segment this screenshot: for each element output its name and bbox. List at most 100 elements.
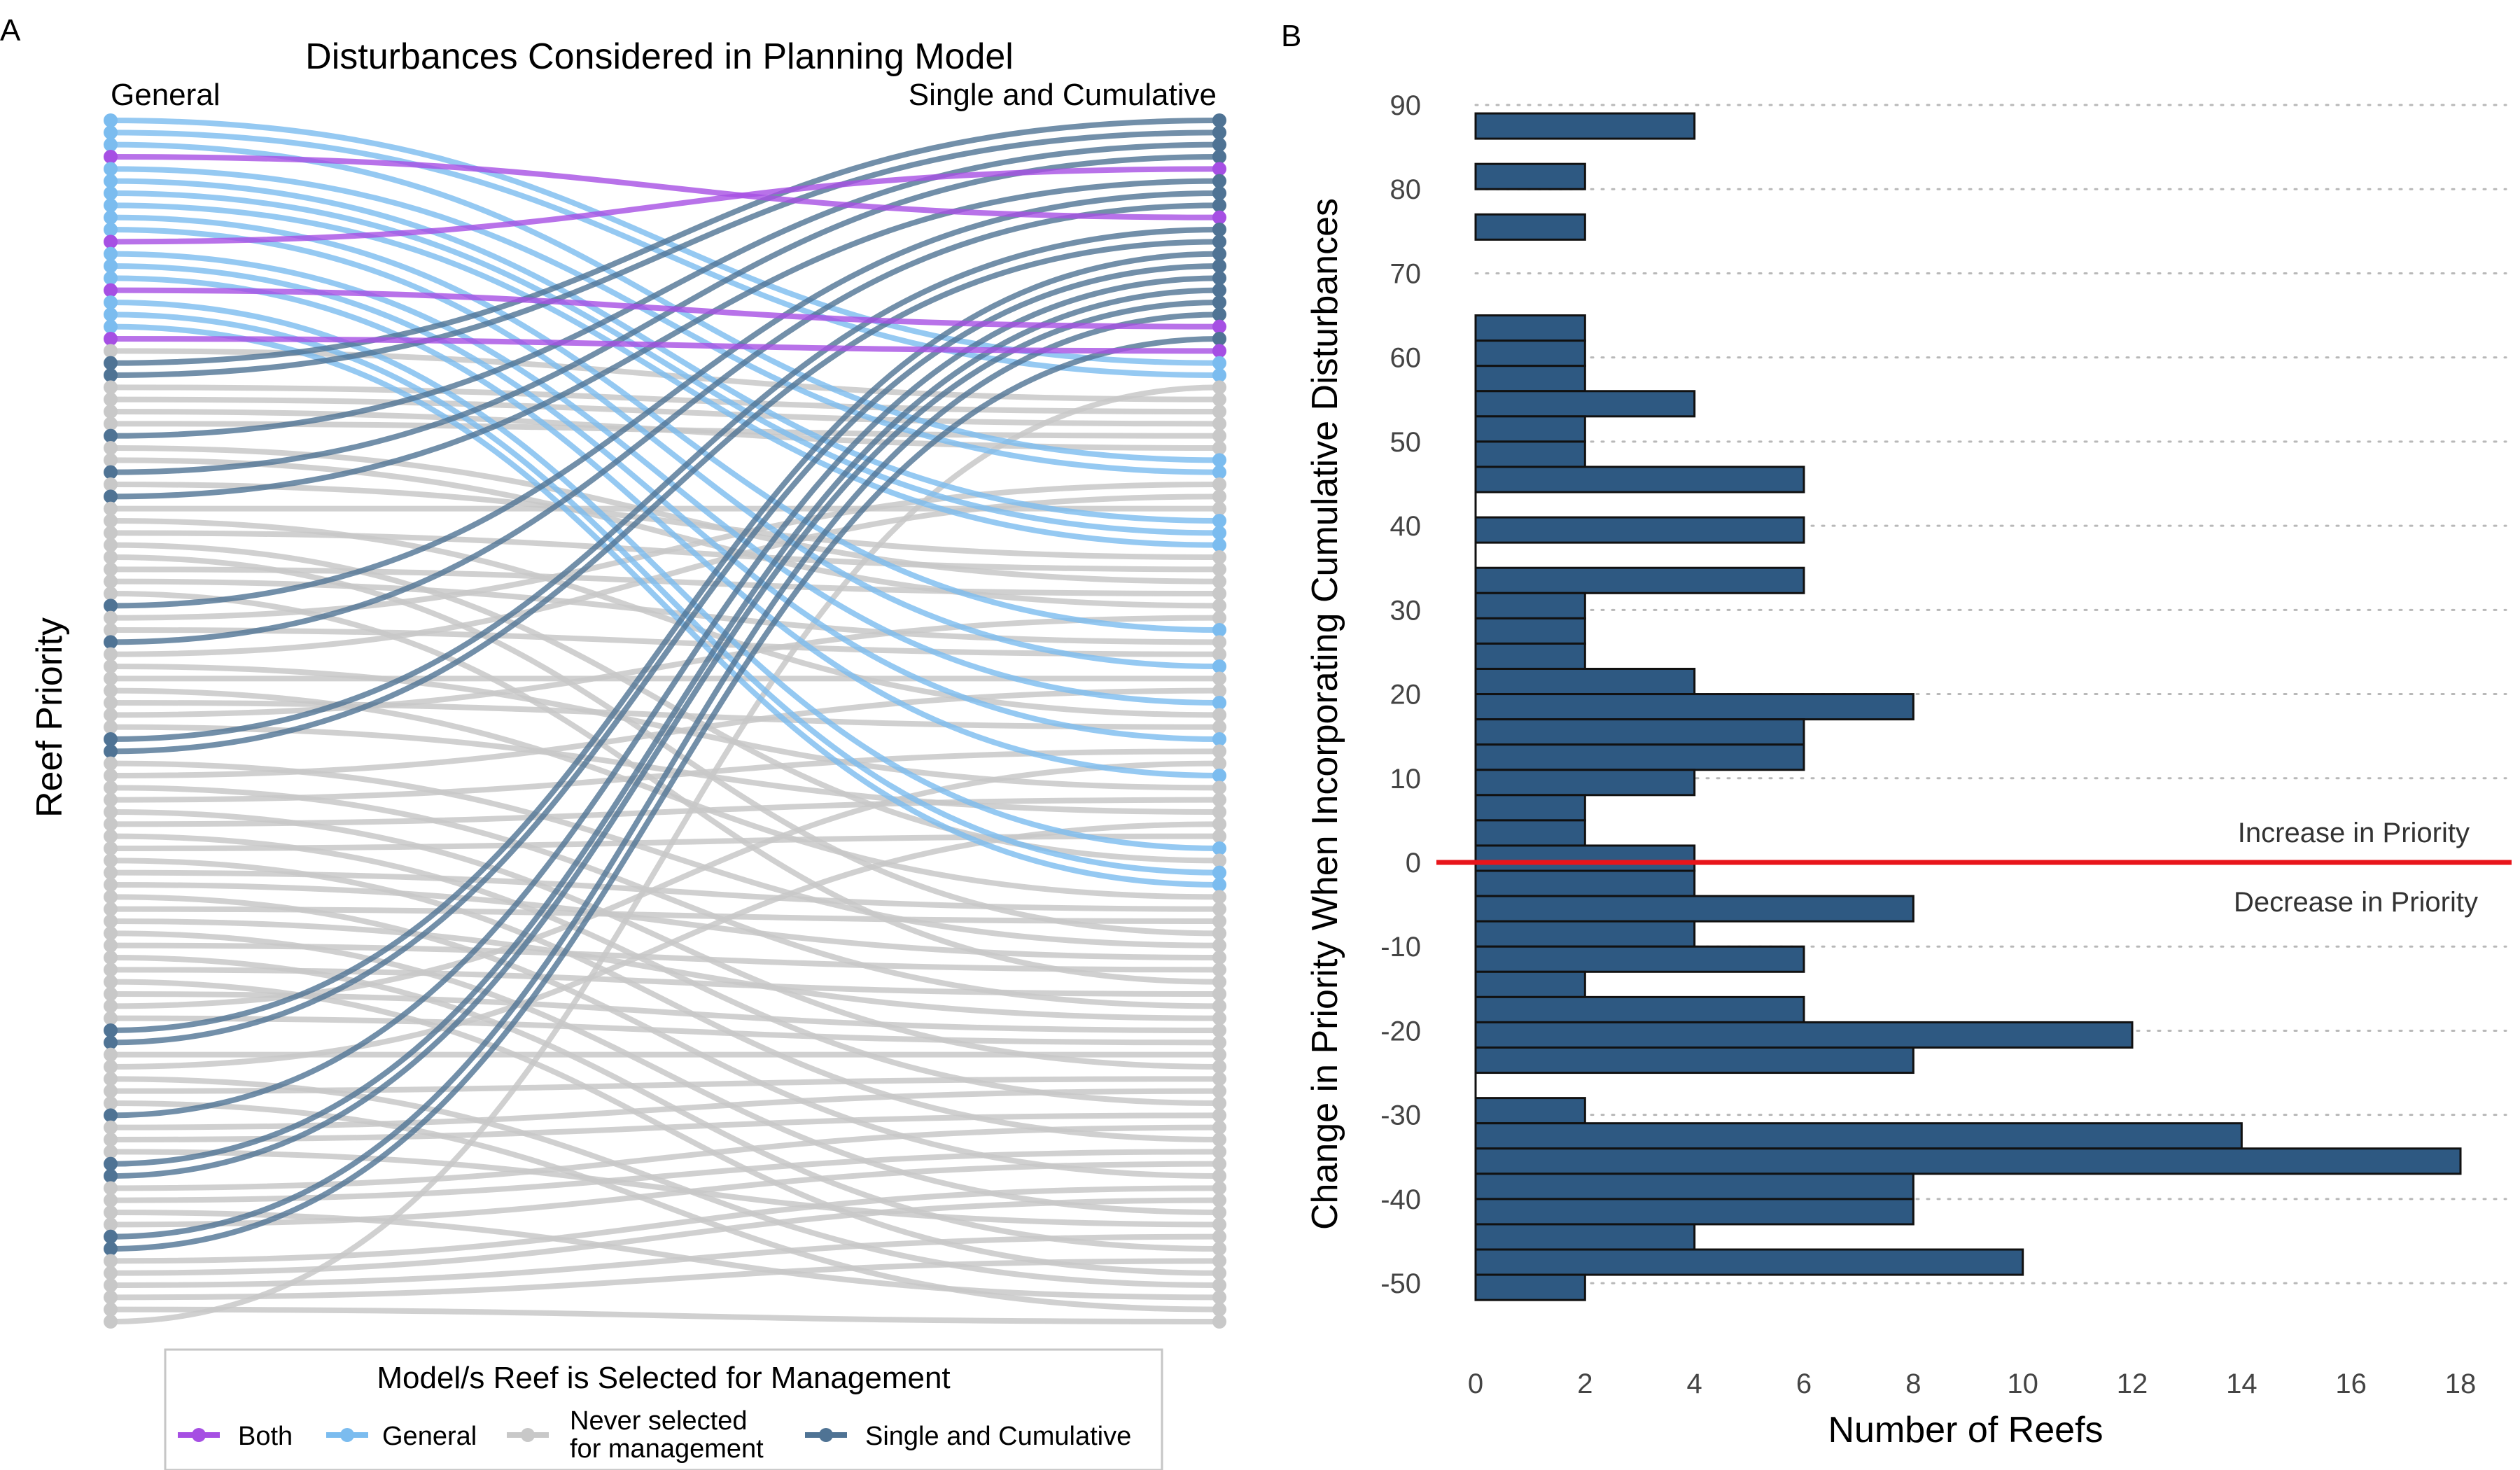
- reef-link-never-selected: [110, 687, 1220, 778]
- histogram-bar: [1474, 465, 1805, 493]
- reef-link-single-and-cumulative: [110, 263, 1220, 1046]
- reef-node-right: [1212, 1108, 1226, 1123]
- x-tick-label: 12: [2117, 1368, 2148, 1399]
- histogram-bar: [1474, 1046, 1914, 1074]
- reef-node-left: [104, 744, 118, 759]
- x-tick-label: 18: [2445, 1368, 2477, 1399]
- reef-link-never-selected: [110, 384, 1220, 1324]
- reef-node-right: [1212, 1084, 1226, 1098]
- legend-item-both: Both: [178, 1422, 293, 1451]
- histogram-bar: [1474, 1273, 1586, 1301]
- reef-node-left: [104, 829, 118, 844]
- reef-node-left: [104, 514, 118, 528]
- reef-node-right: [1212, 902, 1226, 916]
- histogram-bar: [1474, 617, 1586, 645]
- reef-node-right: [1212, 283, 1226, 298]
- reef-node-left: [104, 1047, 118, 1062]
- legend-item-general: General: [326, 1422, 477, 1451]
- reef-node-left: [104, 295, 118, 309]
- reef-link-single-and-cumulative: [110, 190, 1220, 609]
- reef-node-left: [104, 150, 118, 164]
- reef-link-single-and-cumulative: [110, 239, 1220, 755]
- reef-node-left: [104, 756, 118, 771]
- x-tick-label: 10: [2007, 1368, 2038, 1399]
- reef-node-right: [1212, 1144, 1226, 1159]
- histogram-bar: [1474, 415, 1586, 443]
- reef-node-right: [1212, 125, 1226, 140]
- reef-node-right: [1212, 210, 1226, 225]
- reef-node-left: [104, 562, 118, 577]
- reef-node-right: [1212, 137, 1226, 152]
- reef-node-left: [104, 477, 118, 491]
- reef-node-right: [1212, 744, 1226, 759]
- reef-node-left: [104, 501, 118, 516]
- y-tick-label: 80: [1390, 174, 1422, 205]
- reef-node-left: [104, 453, 118, 468]
- reef-node-right: [1212, 198, 1226, 213]
- reef-node-left: [104, 841, 118, 855]
- reef-node-right: [1212, 246, 1226, 261]
- reef-node-right: [1212, 489, 1226, 504]
- reef-node-left: [104, 647, 118, 662]
- reef-node-right: [1212, 1072, 1226, 1086]
- histogram-bar: [1474, 162, 1586, 190]
- reef-node-right: [1212, 587, 1226, 601]
- reef-node-right: [1212, 878, 1226, 892]
- reef-link-never-selected: [110, 882, 1220, 960]
- reef-node-right: [1212, 332, 1226, 346]
- reef-node-right: [1212, 501, 1226, 516]
- reef-link-never-selected: [110, 1015, 1220, 1046]
- reef-node-right: [1212, 1242, 1226, 1256]
- panel-b-bars: [1474, 112, 2462, 1301]
- histogram-bar: [1474, 1122, 2243, 1150]
- reef-link-single-and-cumulative: [110, 275, 1220, 1119]
- reef-node-right: [1212, 186, 1226, 200]
- histogram-bar: [1474, 592, 1586, 620]
- x-tick-label: 14: [2226, 1368, 2258, 1399]
- left-axis-label: General: [111, 78, 220, 112]
- reef-node-right: [1212, 574, 1226, 589]
- reef-node-left: [104, 1060, 118, 1074]
- reef-link-both: [110, 166, 1220, 245]
- reef-node-right: [1212, 1060, 1226, 1074]
- reef-node-right: [1212, 1193, 1226, 1208]
- reef-node-right: [1212, 974, 1226, 989]
- reef-node-right: [1212, 647, 1226, 662]
- reef-node-right: [1212, 756, 1226, 771]
- reef-node-left: [104, 198, 118, 213]
- reef-link-never-selected: [110, 724, 1220, 815]
- reef-node-left: [104, 769, 118, 783]
- slope-links: [110, 118, 1220, 1324]
- reef-link-single-and-cumulative: [110, 141, 1220, 439]
- reef-node-right: [1212, 465, 1226, 479]
- histogram-bar: [1474, 1248, 2024, 1276]
- reef-node-right: [1212, 271, 1226, 286]
- x-tick-label: 16: [2335, 1368, 2367, 1399]
- reef-link-never-selected: [110, 1185, 1220, 1264]
- y-tick-label: 0: [1406, 848, 1421, 878]
- y-tick-label: -10: [1380, 932, 1421, 962]
- legend-label-never: Never selected for management: [570, 1406, 764, 1464]
- reef-link-never-selected: [110, 942, 1220, 973]
- reef-node-left: [104, 368, 118, 382]
- reef-node-right: [1212, 962, 1226, 977]
- reef-node-right: [1212, 865, 1226, 880]
- reef-link-never-selected: [110, 1258, 1220, 1301]
- reef-link-single-and-cumulative: [110, 336, 1220, 1252]
- x-tick-label: 0: [1468, 1368, 1483, 1399]
- legend-label-never-line: Never selected: [570, 1406, 747, 1436]
- reef-node-right: [1212, 368, 1226, 382]
- reef-node-left: [104, 780, 118, 795]
- reef-link-never-selected: [110, 1161, 1220, 1228]
- reef-node-right: [1212, 623, 1226, 637]
- reef-node-left: [104, 259, 118, 273]
- reef-node-left: [104, 210, 118, 225]
- panel-b-ylabel: Change in Priority When Incorporating Cu…: [1305, 198, 1345, 1230]
- reef-node-left: [104, 683, 118, 698]
- reef-node-left: [104, 246, 118, 261]
- reef-node-left: [104, 938, 118, 953]
- reef-node-left: [104, 1035, 118, 1050]
- reef-link-never-selected: [110, 797, 1220, 827]
- reef-node-right: [1212, 1156, 1226, 1171]
- reef-node-right: [1212, 853, 1226, 868]
